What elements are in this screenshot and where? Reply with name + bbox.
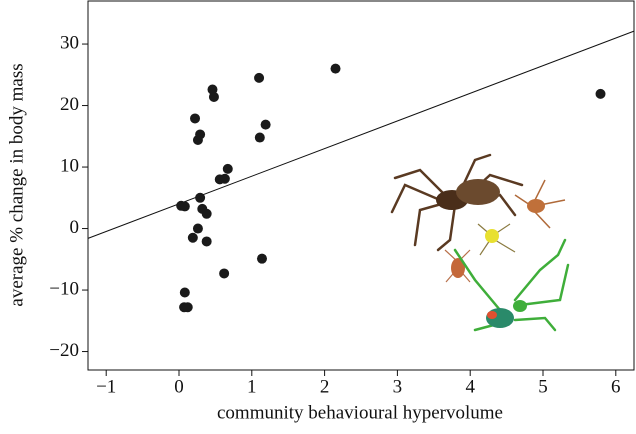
data-point [192, 223, 203, 234]
spider-illustrations [390, 153, 570, 332]
x-tick-label: 0 [174, 376, 184, 397]
data-point [201, 236, 212, 247]
plot-frame [87, 0, 635, 371]
data-point [182, 302, 193, 313]
data-point [595, 88, 606, 99]
data-point [254, 132, 265, 143]
data-point [201, 208, 212, 219]
y-axis-label: average % change in body mass [6, 63, 27, 306]
y-tick-label: −10 [49, 278, 79, 299]
data-point [219, 173, 230, 184]
data-point [179, 201, 190, 212]
trend-line [87, 30, 635, 239]
data-point [195, 192, 206, 203]
data-point [195, 129, 206, 140]
x-tick-label: −1 [96, 376, 116, 397]
x-axis-label: community behavioural hypervolume [217, 402, 503, 423]
data-point [208, 91, 219, 102]
x-tick-label: 5 [538, 376, 548, 397]
x-tick-label: 3 [393, 376, 403, 397]
data-point [254, 72, 265, 83]
data-point [260, 119, 271, 130]
data-point [256, 253, 267, 264]
data-point [330, 63, 341, 74]
data-point [219, 268, 230, 279]
x-tick-label: 4 [465, 376, 475, 397]
data-point [190, 113, 201, 124]
y-tick-label: 20 [60, 94, 79, 115]
y-tick-label: 10 [60, 155, 79, 176]
x-tick-label: 6 [611, 376, 621, 397]
data-point [179, 287, 190, 298]
data-point [222, 163, 233, 174]
y-tick-label: 30 [60, 32, 79, 53]
x-tick-label: 1 [247, 376, 257, 397]
data-point [187, 232, 198, 243]
y-tick-label: 0 [70, 217, 80, 238]
y-tick-label: −20 [49, 340, 79, 361]
x-tick-label: 2 [320, 376, 330, 397]
